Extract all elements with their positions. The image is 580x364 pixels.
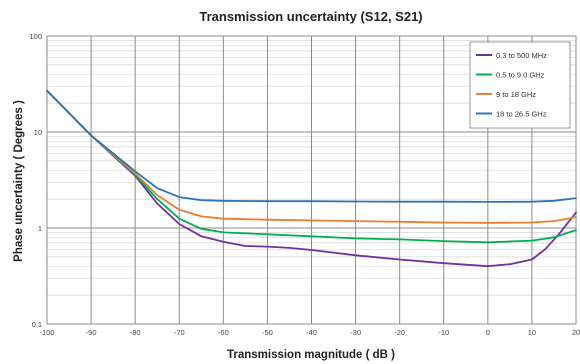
x-tick-label: -20 — [394, 328, 405, 337]
x-tick-label: -80 — [130, 328, 141, 337]
x-tick-label: -60 — [218, 328, 229, 337]
legend-label: 0.3 to 500 MHz — [496, 51, 547, 60]
x-tick-label: -100 — [39, 328, 54, 337]
series-line — [46, 89, 577, 203]
legend-label: 18 to 26.5 GHz — [496, 109, 547, 118]
x-tick-label: -30 — [350, 328, 361, 337]
legend: 0.3 to 500 MHz 0.5 to 9.0 GHz 9 to 18 GHz 1… — [469, 41, 571, 129]
x-tick-label: 0 — [486, 328, 490, 337]
y-tick-label: 100 — [29, 32, 42, 41]
series-line — [46, 89, 577, 224]
x-tick-label: 20 — [572, 328, 580, 337]
series-line — [46, 89, 577, 268]
legend-label: 0.5 to 9.0 GHz — [496, 70, 545, 79]
y-tick-label: 1 — [38, 224, 42, 233]
legend-label: 9 to 18 GHz — [496, 90, 536, 99]
x-tick-label: -40 — [306, 328, 317, 337]
x-tick-label: -90 — [86, 328, 97, 337]
y-tick-label: 10 — [34, 128, 42, 137]
x-axis-label: Transmission magnitude ( dB ) — [227, 349, 395, 361]
x-tick-label: -50 — [262, 328, 273, 337]
chart-title: Transmission uncertainty (S12, S21) — [199, 9, 422, 24]
x-tick-label: 10 — [528, 328, 536, 337]
y-axis-label: Phase uncertainty ( Degrees ) — [13, 100, 25, 262]
x-tick-label: -10 — [438, 328, 449, 337]
y-tick-label: 0.1 — [32, 320, 42, 329]
series-line — [46, 89, 577, 244]
x-tick-label: -70 — [174, 328, 185, 337]
